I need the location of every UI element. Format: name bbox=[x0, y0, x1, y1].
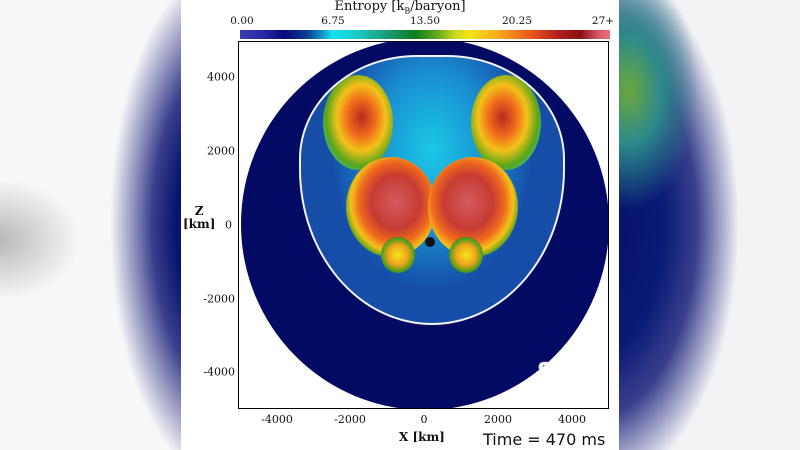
y-tick: -2000 bbox=[203, 292, 235, 306]
figure: Entropy [kB/baryon] 0.00 6.75 13.50 20.2… bbox=[181, 0, 619, 450]
shock-front bbox=[299, 55, 565, 325]
x-tick: -2000 bbox=[334, 413, 366, 426]
colorbar-tick: 27+ bbox=[591, 15, 615, 27]
colorbar-ticks: 0.00 6.75 13.50 20.25 27+ bbox=[181, 15, 619, 29]
y-tick: 2000 bbox=[207, 144, 235, 158]
colorbar-title: Entropy [kB/baryon] bbox=[334, 0, 466, 16]
y-tick: -4000 bbox=[203, 365, 235, 379]
blurred-left-backdrop bbox=[0, 0, 181, 450]
colorbar-tick: 6.75 bbox=[321, 15, 345, 27]
upper-left-plume bbox=[323, 75, 393, 170]
y-tick: 4000 bbox=[207, 70, 235, 84]
x-tick: -4000 bbox=[261, 413, 293, 426]
x-tick: 2000 bbox=[484, 413, 512, 426]
x-tick: 4000 bbox=[558, 413, 586, 426]
colorbar-tick: 20.25 bbox=[501, 15, 533, 27]
colorbar-tick: 13.50 bbox=[409, 15, 441, 27]
simulation-domain: Shock bbox=[241, 42, 609, 408]
y-axis-label: Z [km] bbox=[183, 204, 216, 231]
y-tick: 0 bbox=[225, 218, 232, 232]
lower-right-blob bbox=[449, 237, 483, 273]
lower-left-blob bbox=[381, 237, 415, 273]
colorbar bbox=[240, 30, 610, 39]
center-core bbox=[425, 237, 435, 247]
x-axis-label: X [km] bbox=[399, 430, 445, 444]
x-tick: 0 bbox=[420, 413, 428, 426]
plot-area: Shock bbox=[238, 41, 609, 409]
time-label: Time = 470 ms bbox=[483, 430, 606, 449]
blurred-right-backdrop bbox=[619, 0, 800, 450]
colorbar-tick: 0.00 bbox=[230, 15, 254, 27]
shock-label: Shock bbox=[537, 359, 609, 385]
upper-right-plume bbox=[471, 75, 541, 170]
